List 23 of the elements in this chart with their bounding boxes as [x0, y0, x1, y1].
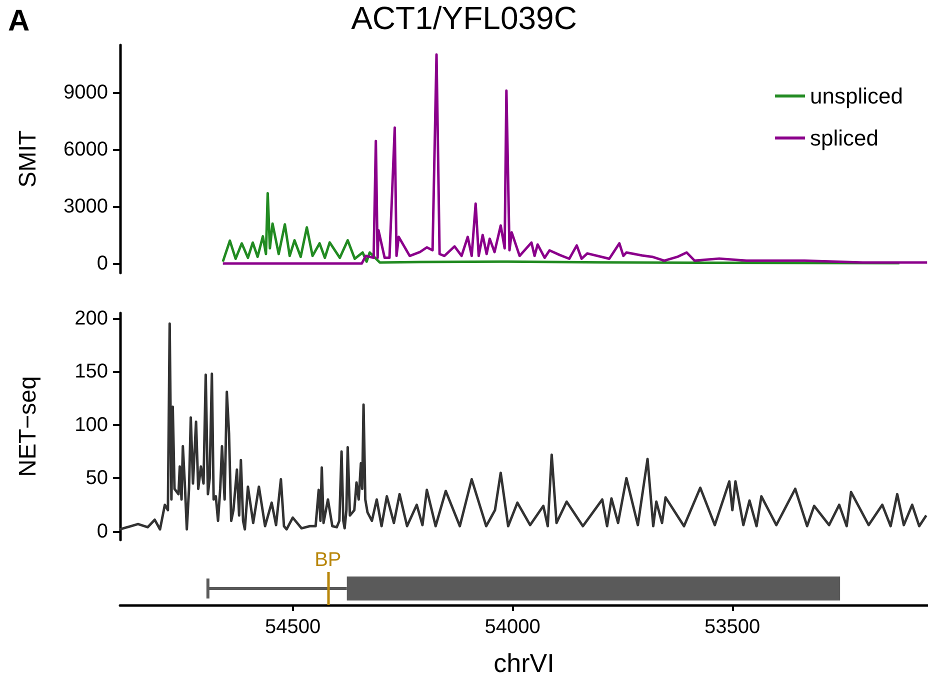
line-series	[222, 192, 901, 264]
x-tick-label: 53500	[704, 616, 760, 638]
y-tick-label: 6000	[64, 138, 108, 160]
legend-label: unspliced	[810, 84, 903, 108]
x-axis-title: chrVI	[494, 648, 554, 678]
y-tick-label: 50	[86, 467, 108, 490]
chart-title: ACT1/YFL039C	[351, 0, 577, 36]
y-tick-label: 3000	[64, 196, 108, 218]
y-tick-label: 100	[74, 414, 108, 436]
text: A	[8, 4, 30, 38]
line-series	[222, 53, 928, 265]
x-tick-label: 54500	[264, 616, 321, 638]
y-tick-label: 0	[96, 252, 108, 274]
legend-label: spliced	[810, 126, 879, 150]
y-tick-label: 0	[96, 520, 108, 542]
x-tick-label: 54000	[484, 616, 540, 638]
ref-line-label: BP	[314, 549, 342, 571]
y-tick-label: 200	[74, 307, 108, 330]
line-series	[118, 322, 928, 531]
y-axis-title: SMIT	[14, 130, 42, 188]
y-tick-label: 9000	[64, 82, 108, 104]
y-tick-label: 150	[74, 360, 108, 383]
y-axis-title: NET−seq	[14, 376, 42, 477]
